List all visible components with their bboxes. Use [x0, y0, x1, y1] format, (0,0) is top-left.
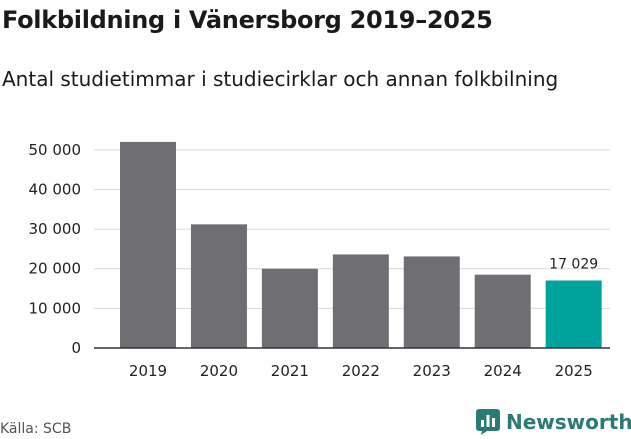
bar [261, 268, 318, 348]
chart-title: Folkbildning i Vänersborg 2019–2025 [2, 6, 493, 34]
x-tick-label: 2020 [200, 362, 238, 380]
y-tick-label: 50 000 [29, 141, 82, 159]
y-tick-label: 0 [71, 339, 81, 357]
y-tick-label: 40 000 [29, 180, 82, 198]
newsworthy-logo-icon [476, 409, 500, 435]
x-tick-label: 2022 [342, 362, 380, 380]
y-tick-label: 20 000 [29, 260, 82, 278]
brand-name: Newsworthy [506, 410, 631, 434]
bar [403, 256, 460, 348]
x-tick-label: 2025 [555, 362, 593, 380]
brand: Newsworthy [476, 408, 631, 436]
y-tick-label: 30 000 [29, 220, 82, 238]
bar [474, 274, 531, 348]
y-tick-label: 10 000 [29, 299, 82, 317]
x-tick-label: 2024 [484, 362, 522, 380]
x-tick-label: 2023 [413, 362, 451, 380]
x-tick-label: 2019 [129, 362, 167, 380]
bar [120, 141, 176, 348]
source-note: Källa: SCB [0, 421, 72, 437]
chart-subtitle: Antal studietimmar i studiecirklar och a… [2, 67, 559, 91]
data-label: 17 029 [549, 257, 598, 273]
bar [190, 224, 247, 348]
bar [332, 254, 389, 348]
x-tick-label: 2021 [271, 362, 309, 380]
bar [545, 280, 602, 348]
